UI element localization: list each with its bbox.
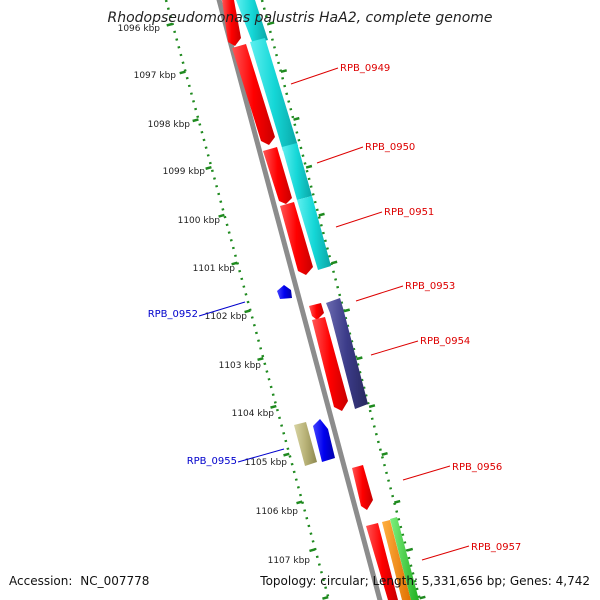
gene-feature-red[interactable]: [232, 44, 275, 145]
tick-mark: [331, 260, 338, 265]
kbp-label: 1107 kbp: [268, 556, 311, 566]
gene-feature-cyan[interactable]: [250, 38, 298, 151]
kbp-label: 1097 kbp: [134, 71, 177, 81]
accession-info: Accession: NC_007778: [9, 574, 149, 588]
position-ruler: [164, 0, 331, 600]
kbp-label: 1098 kbp: [148, 120, 191, 130]
gene-feature-navy[interactable]: [326, 298, 368, 409]
tick-mark: [257, 357, 264, 362]
tick-mark: [356, 356, 363, 361]
tick-mark: [406, 547, 414, 552]
genome-stats: Topology: circular; Length: 5,331,656 bp…: [260, 574, 590, 588]
leader-line: [421, 545, 470, 561]
tick-mark: [244, 309, 251, 314]
gene-feature-red[interactable]: [312, 317, 348, 411]
gene-label[interactable]: RPB_0956: [452, 462, 502, 473]
leader-line: [290, 67, 339, 85]
gene-labels-left: RPB_0952 RPB_0955: [148, 301, 285, 467]
gene-feature-red[interactable]: [280, 202, 313, 275]
tick-mark: [280, 69, 288, 74]
genes-label: Genes:: [509, 574, 552, 588]
genes-value: 4,742: [555, 574, 590, 588]
tick-mark: [166, 22, 173, 27]
gene-label[interactable]: RPB_0949: [340, 63, 390, 74]
tick-mark: [283, 452, 290, 457]
gene-feature-orange[interactable]: [382, 520, 411, 600]
kbp-label: 1100 kbp: [178, 216, 221, 226]
topology-label: Topology:: [260, 574, 317, 588]
tick-mark: [205, 165, 212, 170]
tick-mark: [309, 548, 316, 553]
kbp-label: 1106 kbp: [256, 507, 299, 517]
gene-label[interactable]: RPB_0950: [365, 142, 415, 153]
length-label: Length:: [372, 574, 419, 588]
leader-line: [370, 340, 419, 356]
kbp-label: 1103 kbp: [219, 361, 262, 371]
gene-feature-green[interactable]: [390, 517, 419, 600]
gene-feature-blue[interactable]: [313, 419, 335, 462]
gene-feature-cyan[interactable]: [236, 0, 268, 44]
tick-mark: [270, 404, 277, 409]
tick-mark: [394, 499, 401, 504]
gene-label[interactable]: RPB_0955: [187, 456, 237, 467]
gene-feature-red[interactable]: [309, 303, 324, 320]
kbp-label: 1104 kbp: [232, 409, 275, 419]
tick-mark: [322, 595, 329, 600]
gene-label[interactable]: RPB_0952: [148, 309, 198, 320]
leader-line: [355, 285, 404, 302]
gene-feature-red[interactable]: [263, 147, 292, 204]
gene-label[interactable]: RPB_0957: [471, 542, 521, 553]
gene-labels-right: RPB_0949 RPB_0950 RPB_0951 RPB_0953 RPB_…: [290, 63, 521, 561]
kbp-label: 1105 kbp: [245, 458, 288, 468]
gene-feature-khaki[interactable]: [294, 422, 317, 466]
accession-value: NC_007778: [80, 574, 150, 588]
leader-line: [198, 301, 246, 317]
length-value: 5,331,656 bp;: [421, 574, 507, 588]
gene-feature-red[interactable]: [366, 523, 398, 600]
genome-backbone: [216, 0, 383, 600]
tick-mark: [318, 212, 325, 217]
tick-mark: [305, 164, 313, 169]
gene-label[interactable]: RPB_0951: [384, 207, 434, 218]
gene-label[interactable]: RPB_0954: [420, 336, 470, 347]
gene-feature-red[interactable]: [222, 0, 241, 46]
tick-mark: [218, 213, 225, 218]
tick-mark: [419, 595, 426, 600]
leader-line: [335, 211, 383, 228]
tick-mark: [381, 452, 388, 456]
tick-mark: [343, 308, 351, 313]
leader-line: [237, 448, 285, 463]
kbp-label: 1099 kbp: [163, 167, 206, 177]
tick-mark: [179, 70, 186, 75]
accession-label: Accession:: [9, 574, 73, 588]
gene-feature-cyan[interactable]: [282, 143, 312, 200]
tick-mark: [267, 21, 275, 26]
leader-line: [316, 146, 364, 164]
gene-feature-red[interactable]: [352, 465, 373, 510]
tick-mark: [192, 118, 199, 123]
tick-mark: [296, 500, 303, 505]
kbp-label: 1101 kbp: [193, 264, 236, 274]
gene-label[interactable]: RPB_0953: [405, 281, 455, 292]
kbp-label: 1096 kbp: [118, 24, 161, 34]
tick-mark: [368, 404, 376, 409]
gene-feature-cyan[interactable]: [297, 196, 331, 270]
cyan-track: [236, 0, 331, 270]
reverse-track: [277, 285, 335, 466]
topology-value: circular;: [320, 574, 369, 588]
gene-feature-blue[interactable]: [277, 285, 292, 299]
kbp-label: 1102 kbp: [205, 312, 248, 322]
tick-mark: [293, 116, 300, 121]
gene-track: [222, 0, 419, 600]
kbp-labels: 1096 kbp 1097 kbp 1098 kbp 1099 kbp 1100…: [118, 24, 311, 566]
leader-line: [402, 465, 451, 481]
tick-mark: [231, 261, 238, 266]
